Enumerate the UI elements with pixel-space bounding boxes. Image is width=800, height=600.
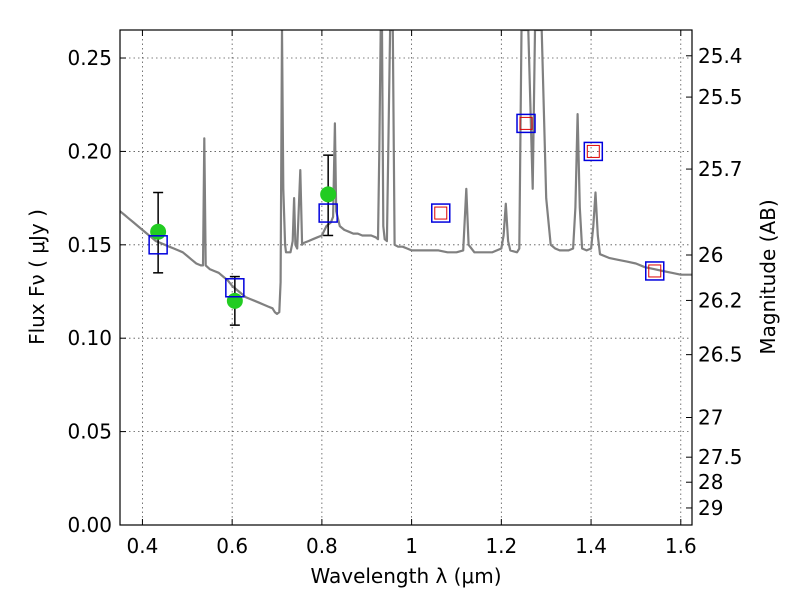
- observed-point: [150, 223, 167, 240]
- y2-tick-label: 27: [698, 406, 723, 430]
- x-tick-label: 1: [405, 534, 418, 558]
- x-tick-label: 1.4: [575, 534, 607, 558]
- model-point: [431, 203, 451, 223]
- model-point: [583, 141, 604, 162]
- model-points: [148, 113, 665, 298]
- model-point: [645, 261, 665, 281]
- y2-tick-label: 26.5: [698, 343, 743, 367]
- model-point-inner: [519, 116, 533, 130]
- y-tick-label: 0.25: [67, 46, 112, 70]
- x-tick-label: 0.8: [306, 534, 338, 558]
- y2-tick-label: 29: [698, 496, 723, 520]
- grid: [120, 30, 692, 525]
- y-tick-label: 0.05: [67, 420, 112, 444]
- y-tick-label: 0.10: [67, 326, 112, 350]
- spectrum-line: [120, 30, 692, 315]
- error-bars: [153, 154, 334, 326]
- model-point-inner: [586, 144, 600, 158]
- x-axis-ticks: 0.4 0.6 0.8 1 1.2 1.4 1.6: [127, 30, 697, 558]
- x-tick-label: 1.6: [665, 534, 697, 558]
- observed-point: [320, 186, 337, 203]
- observed-point: [226, 292, 243, 309]
- y-axis-label: Flux Fν ( μJy ): [25, 209, 49, 345]
- y-tick-label: 0.20: [67, 139, 112, 163]
- y2-tick-label: 25.4: [698, 44, 743, 68]
- x-tick-label: 1.2: [485, 534, 517, 558]
- y2-axis-label: Magnitude (AB): [756, 199, 780, 354]
- model-point: [318, 203, 338, 223]
- y2-tick-label: 25.5: [698, 85, 743, 109]
- y2-tick-label: 27.5: [698, 445, 743, 469]
- model-point: [516, 113, 536, 134]
- y-axis-ticks: 0.00 0.05 0.10 0.15 0.20 0.25: [67, 46, 126, 537]
- x-tick-label: 0.6: [216, 534, 248, 558]
- plot-frame: [119, 29, 693, 526]
- model-point-inner: [434, 206, 448, 220]
- y-tick-label: 0.15: [67, 233, 112, 257]
- y2-tick-label: 26.2: [698, 288, 743, 312]
- model-point-inner: [648, 264, 662, 278]
- x-axis-label: Wavelength λ (μm): [310, 564, 501, 588]
- model-point: [148, 235, 168, 255]
- y-tick-label: 0.00: [67, 513, 112, 537]
- template-spectrum: [120, 30, 692, 315]
- y2-tick-label: 25.7: [698, 157, 743, 181]
- x-tick-label: 0.4: [127, 534, 159, 558]
- y2-tick-label: 26: [698, 243, 723, 267]
- model-point: [225, 278, 245, 298]
- y2-tick-label: 28: [698, 470, 723, 494]
